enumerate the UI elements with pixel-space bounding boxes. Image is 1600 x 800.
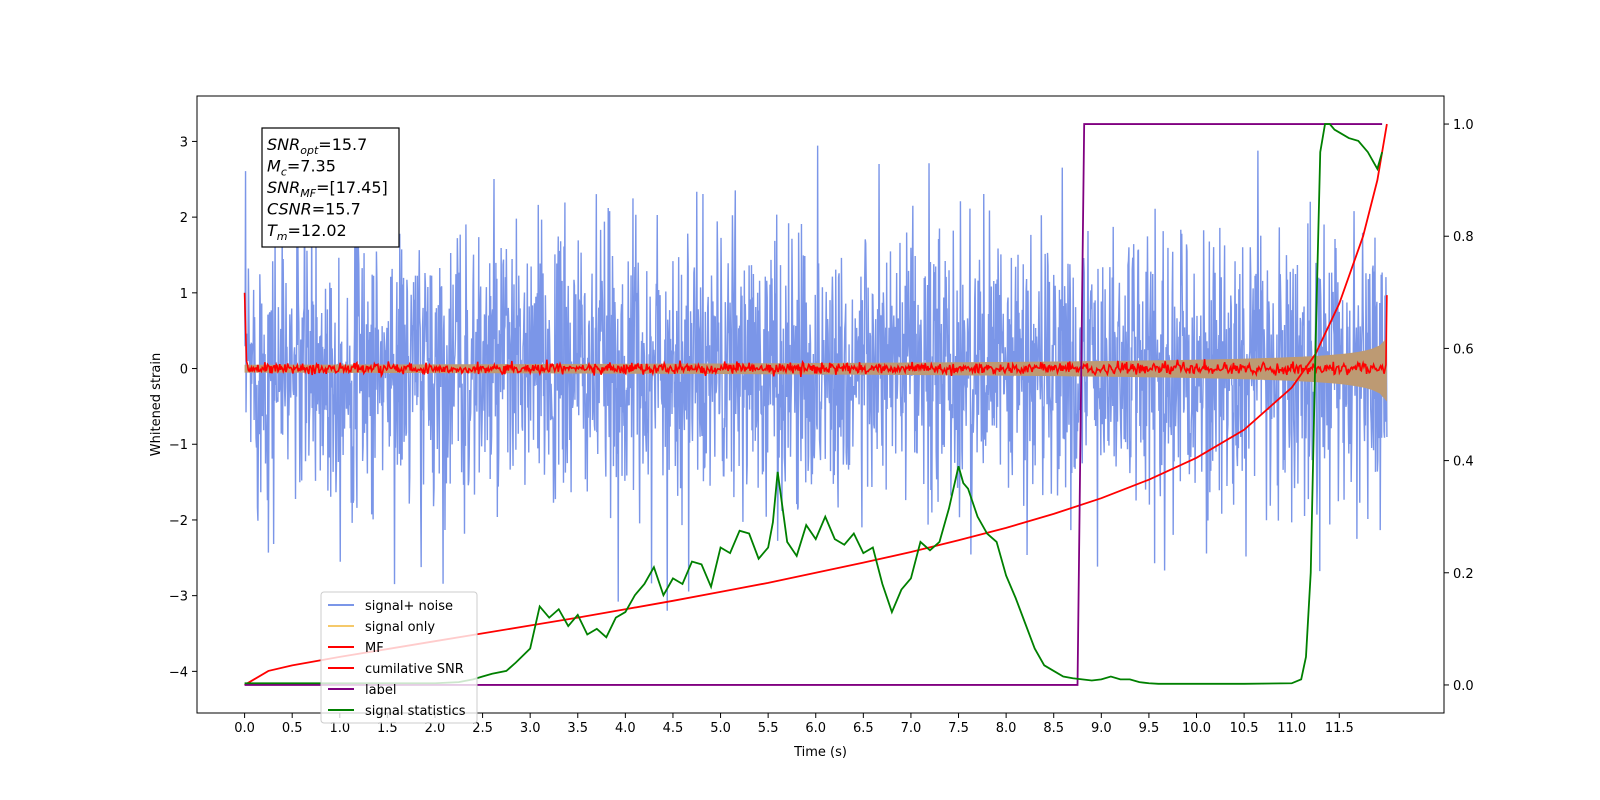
series-signal-noise [243, 145, 1388, 611]
x-tick-label: 3.0 [520, 721, 541, 736]
y2-tick-label: 0.0 [1453, 679, 1474, 694]
info-box: SNRopt=15.7Mc=7.35SNRMF=[17.45]CSNR=15.7… [261, 127, 400, 248]
x-tick-label: 0.0 [234, 721, 255, 736]
info-line: Mc=7.35 [267, 157, 336, 179]
y-tick-label: 0 [180, 363, 188, 378]
info-line: SNRMF=[17.45] [267, 178, 388, 200]
x-tick-label: 4.5 [663, 721, 684, 736]
legend-entry: MF [365, 641, 384, 656]
x-tick-label: 8.0 [996, 721, 1017, 736]
series-signal-statistics [244, 123, 1383, 685]
x-tick-label: 0.5 [282, 721, 303, 736]
legend-entry: signal only [365, 620, 435, 635]
legend-entry: signal+ noise [365, 599, 453, 614]
legend-entry: cumilative SNR [365, 662, 464, 677]
x-tick-label: 4.0 [615, 721, 636, 736]
info-line: CSNR=15.7 [267, 200, 361, 219]
x-axis-label: Time (s) [793, 745, 847, 760]
x-tick-label: 2.5 [472, 721, 493, 736]
y-axis-left: 3 2 1 0 −1 −2 −3 −4 [169, 135, 197, 680]
info-line: Tm=12.02 [267, 221, 347, 243]
x-tick-label: 1.0 [329, 721, 350, 736]
x-tick-label: 11.0 [1277, 721, 1306, 736]
y-tick-label: −3 [169, 590, 188, 605]
x-tick-label: 6.0 [805, 721, 826, 736]
series-mf [243, 292, 1388, 379]
y-axis-right: 1.0 0.8 0.6 0.4 0.2 0.0 [1444, 118, 1474, 694]
y2-tick-label: 0.2 [1453, 567, 1474, 582]
legend-entry: label [365, 683, 396, 698]
series-label [244, 123, 1383, 686]
x-tick-label: 1.5 [377, 721, 398, 736]
x-tick-label: 9.5 [1139, 721, 1160, 736]
y-tick-label: −4 [169, 665, 188, 680]
legend-frame [320, 591, 478, 724]
x-tick-label: 6.5 [853, 721, 874, 736]
y-tick-label: −1 [169, 438, 188, 453]
y-axis-label: Whitened strain [149, 353, 164, 456]
plot-frame [196, 95, 1445, 714]
x-tick-label: 7.5 [948, 721, 969, 736]
info-line: SNRopt=15.7 [267, 135, 367, 157]
x-tick-label: 2.0 [425, 721, 446, 736]
y2-tick-label: 0.6 [1453, 342, 1474, 357]
y2-tick-label: 0.4 [1453, 455, 1474, 470]
y2-tick-label: 1.0 [1453, 118, 1474, 133]
x-tick-label: 3.5 [567, 721, 588, 736]
y-tick-label: 3 [180, 135, 188, 150]
x-tick-label: 5.0 [710, 721, 731, 736]
info-box-frame [261, 127, 400, 248]
x-tick-label: 9.0 [1091, 721, 1112, 736]
legend-entry: signal statistics [365, 704, 466, 719]
x-axis: 0.0 0.5 1.0 1.5 2.0 2.5 3.0 3.5 4.0 4.5 5.0 5.5 6.0 6… [234, 713, 1354, 736]
x-tick-label: 8.5 [1043, 721, 1064, 736]
x-tick-label: 7.0 [901, 721, 922, 736]
x-tick-label: 10.5 [1230, 721, 1259, 736]
x-tick-label: 10.0 [1182, 721, 1211, 736]
y-tick-label: −2 [169, 514, 188, 529]
x-tick-label: 11.5 [1325, 721, 1354, 736]
x-tick-label: 5.5 [758, 721, 779, 736]
legend: signal+ noise signal only MF cumilative SNR… [320, 591, 478, 724]
y-tick-label: 1 [180, 287, 188, 302]
y-tick-label: 2 [180, 211, 188, 226]
y2-tick-label: 0.8 [1453, 230, 1474, 245]
